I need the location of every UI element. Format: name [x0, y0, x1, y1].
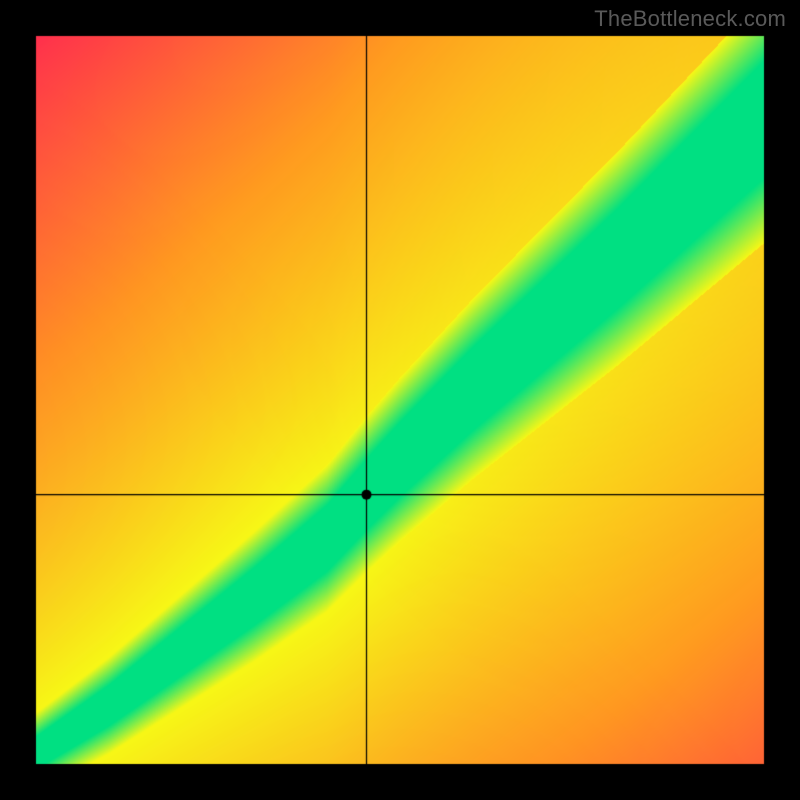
chart-container: TheBottleneck.com	[0, 0, 800, 800]
attribution-text: TheBottleneck.com	[594, 6, 786, 32]
heatmap-canvas	[0, 0, 800, 800]
